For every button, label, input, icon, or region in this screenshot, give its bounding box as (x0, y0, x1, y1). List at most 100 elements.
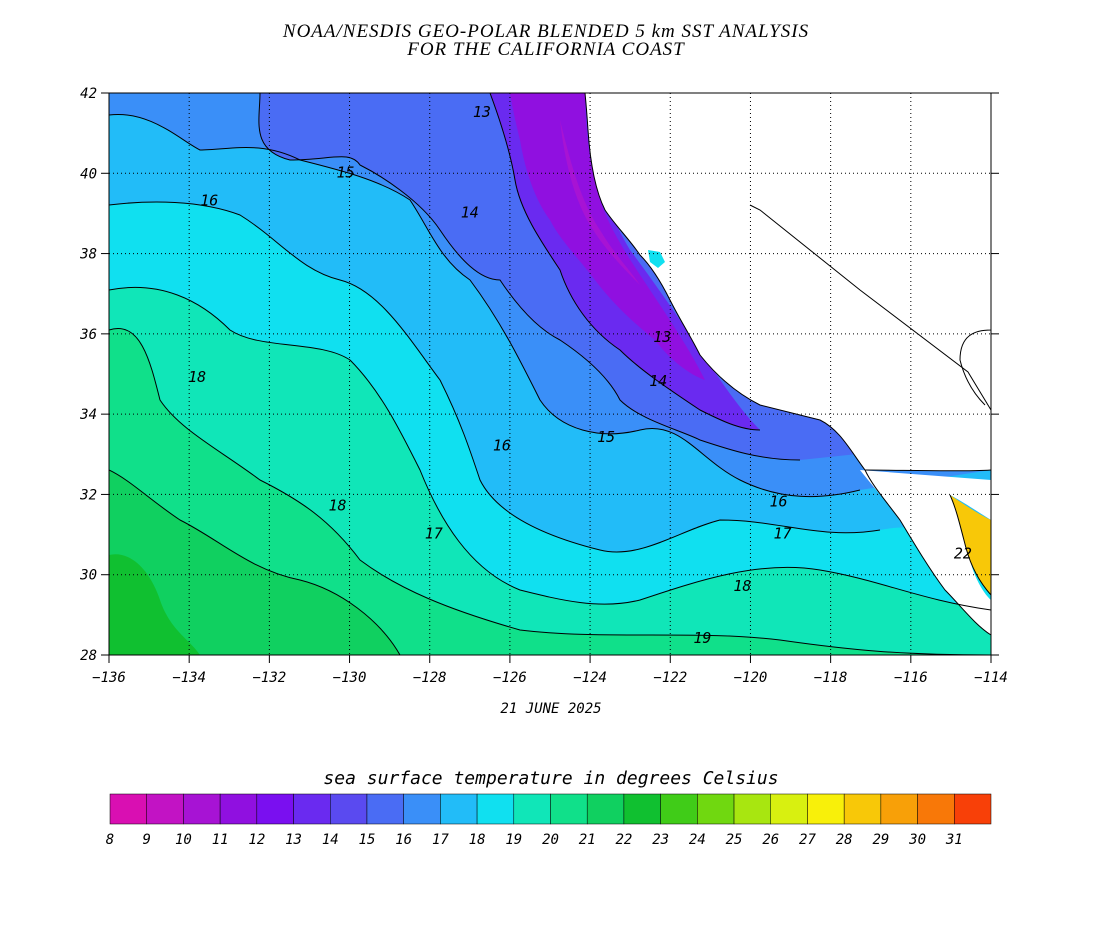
colorbar-swatch (807, 793, 845, 825)
colorbar-swatch (219, 793, 258, 825)
colorbar-label: 11 (212, 832, 229, 848)
x-tick-label: −132 (253, 670, 287, 686)
contour-label: 18 (733, 577, 751, 595)
colorbar-label: 28 (836, 832, 853, 848)
x-tick-label: −126 (493, 670, 527, 686)
y-tick-label: 34 (79, 407, 97, 423)
colorbar-swatch (476, 793, 515, 825)
contour-label: 18 (328, 496, 346, 514)
colorbar-swatch (440, 793, 478, 825)
colorbar-label: 23 (652, 832, 669, 848)
colorbar-swatch (660, 793, 698, 825)
sst-zone-21 (109, 554, 200, 655)
sst-zone-20 (109, 470, 400, 655)
contour-label: 17 (773, 525, 791, 543)
sst-zone-19 (109, 328, 991, 655)
colorbar-swatch (256, 793, 294, 825)
x-tick-label: −116 (894, 670, 928, 686)
contour-label: 18 (188, 368, 206, 386)
colorbar-swatch (293, 793, 331, 825)
y-tick-label: 38 (79, 247, 97, 263)
contour-label: 16 (769, 492, 787, 510)
colorbar-swatch (697, 793, 735, 825)
colorbar-swatch (183, 793, 221, 825)
colorbar-swatch (733, 793, 772, 825)
colorbar-label: 19 (505, 832, 522, 848)
colorbar-label: 25 (726, 832, 743, 848)
coastlines (584, 92, 992, 636)
colorbar-label: 15 (359, 832, 376, 848)
plot-frame (108, 92, 992, 656)
colorbar-swatch (917, 793, 955, 825)
colorbar-swatch (880, 793, 918, 825)
map-title: NOAA/NESDIS GEO-POLAR BLENDED 5 km SST A… (282, 21, 810, 42)
contour-label: 15 (337, 163, 355, 181)
x-tick-label: −134 (172, 670, 206, 686)
contour-label: 14 (649, 372, 667, 390)
contour-label: 22 (954, 545, 972, 563)
colorbar-title: sea surface temperature in degrees Celsi… (323, 768, 779, 789)
y-tick-label: 30 (79, 568, 97, 584)
x-tick-label: −122 (653, 670, 687, 686)
gulf-warm-water (950, 495, 991, 595)
y-tick-label: 32 (79, 487, 97, 503)
y-tick-label: 28 (80, 648, 97, 664)
x-tick-label: −114 (974, 670, 1008, 686)
contour-label: 14 (461, 203, 479, 221)
contour-label: 13 (653, 328, 671, 346)
contour-label: 19 (693, 629, 711, 647)
contour-label: 15 (597, 428, 615, 446)
colorbar-label: 9 (142, 832, 150, 848)
colorbar-swatch (550, 793, 588, 825)
colorbar-swatch (843, 793, 882, 825)
sst-zone-11 (510, 93, 705, 380)
colorbar-label: 13 (285, 832, 302, 848)
x-tick-label: −136 (92, 670, 126, 686)
colorbar-label: 26 (762, 832, 779, 848)
x-tick-label: −130 (333, 670, 367, 686)
colorbar-label: 18 (469, 832, 486, 848)
colorbar-label: 17 (432, 832, 449, 848)
colorbar-label: 10 (175, 832, 192, 848)
x-tick-label: −120 (734, 670, 768, 686)
colorbar-label: 16 (395, 832, 412, 848)
colorbar-label: 24 (689, 832, 706, 848)
colorbar-label: 30 (908, 832, 926, 848)
colorbar-swatch (954, 793, 992, 825)
colorbar-label: 29 (872, 832, 889, 848)
colorbar: 8 9 10 11 12 13 14 15 16 17 18 19 20 21 22 23 24 25 26 27 28… (106, 793, 992, 848)
colorbar-label: 21 (579, 832, 596, 848)
colorbar-label: 31 (945, 832, 963, 848)
sst-field-layer (109, 93, 991, 655)
y-tick-label: 40 (80, 166, 97, 182)
colorbar-swatch (623, 793, 661, 825)
colorbar-swatch (109, 793, 147, 825)
colorbar-swatch (366, 793, 404, 825)
y-tick-label: 42 (80, 86, 97, 102)
y-tick-label: 36 (79, 327, 97, 343)
contour-label: 16 (200, 191, 218, 209)
colorbar-swatch (330, 793, 368, 825)
colorbar-swatch (770, 793, 808, 825)
colorbar-label: 14 (322, 832, 339, 848)
contour-label: 16 (493, 436, 511, 454)
x-tick-label: −128 (413, 670, 447, 686)
graticule (109, 93, 991, 655)
colorbar-swatch (146, 793, 184, 825)
sf-bay (648, 250, 665, 268)
x-tick-label: −118 (814, 670, 848, 686)
contour-label: 17 (425, 525, 443, 543)
colorbar-swatch (586, 793, 625, 825)
map-subtitle: FOR THE CALIFORNIA COAST (407, 39, 685, 60)
colorbar-label: 12 (248, 832, 265, 848)
colorbar-label: 22 (615, 832, 632, 848)
x-tick-label: −124 (573, 670, 607, 686)
axis-ticks: −136 −134 −132 −130 −128 −126 −124 −122 −120 −118… (79, 86, 1008, 686)
contour-label: 13 (473, 103, 491, 121)
colorbar-label: 27 (799, 832, 816, 848)
land-mass-north (585, 93, 991, 471)
colorbar-swatch (513, 793, 551, 825)
colorbar-label: 20 (542, 832, 559, 848)
colorbar-label: 8 (106, 832, 114, 848)
